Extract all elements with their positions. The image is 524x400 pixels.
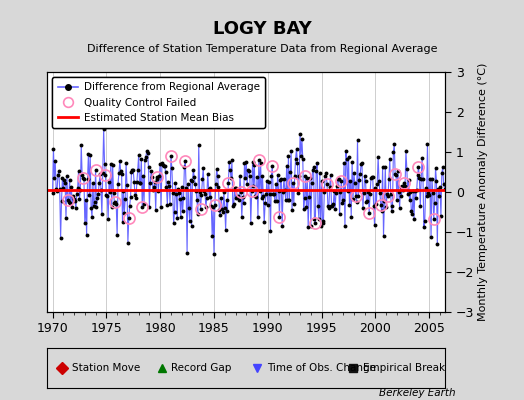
Text: Berkeley Earth: Berkeley Earth [379, 388, 456, 398]
Text: Empirical Break: Empirical Break [363, 363, 445, 373]
Text: Difference of Station Temperature Data from Regional Average: Difference of Station Temperature Data f… [87, 44, 437, 54]
Legend: Difference from Regional Average, Quality Control Failed, Estimated Station Mean: Difference from Regional Average, Qualit… [52, 77, 265, 128]
Text: Time of Obs. Change: Time of Obs. Change [267, 363, 376, 373]
Text: LOGY BAY: LOGY BAY [213, 20, 311, 38]
Text: Station Move: Station Move [72, 363, 140, 373]
Text: Record Gap: Record Gap [171, 363, 232, 373]
Y-axis label: Monthly Temperature Anomaly Difference (°C): Monthly Temperature Anomaly Difference (… [478, 63, 488, 321]
